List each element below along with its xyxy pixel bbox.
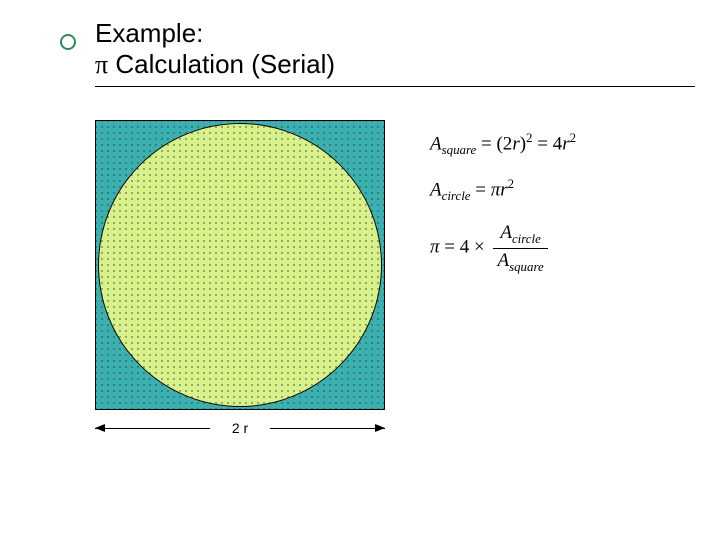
f2-eq: = (475, 179, 490, 200)
circle-border (98, 123, 382, 407)
f1-r1: r (512, 133, 519, 154)
title-line-1: Example: (95, 18, 335, 49)
f3-fraction: Acircle Asquare (493, 222, 547, 275)
dim-label: 2 r (95, 420, 385, 436)
f3-pi: π (430, 237, 440, 258)
f3-den-A: A (497, 250, 509, 271)
f3-den: Asquare (493, 249, 547, 275)
f3-den-sub: square (509, 259, 544, 274)
formula-area-circle: Acircle = πr2 (430, 176, 660, 204)
f1-eq2: = 4 (537, 133, 562, 154)
page-title: Example: π Calculation (Serial) (95, 18, 335, 80)
dimension-line: 2 r (95, 420, 385, 444)
f2-r: r (500, 179, 507, 200)
title-pi: π (95, 50, 108, 79)
f1-exp1: 2 (526, 130, 532, 145)
f1-r2: r (562, 133, 569, 154)
f1-open: (2 (496, 133, 512, 154)
f3-num-sub: circle (512, 231, 541, 246)
formula-pi: π = 4 × Acircle Asquare (430, 222, 660, 275)
f2-pi: π (491, 179, 501, 200)
formula-area-square: Asquare = (2r)2 = 4r2 (430, 130, 660, 158)
title-bullet-icon (60, 34, 76, 50)
f2-sub: circle (442, 188, 471, 203)
f2-A: A (430, 179, 442, 200)
f1-exp2: 2 (570, 130, 576, 145)
f3-num: Acircle (493, 222, 547, 249)
title-line-2: π Calculation (Serial) (95, 49, 335, 80)
f1-eq1: = (481, 133, 496, 154)
title-underline (95, 86, 695, 87)
f3-num-A: A (500, 222, 512, 243)
f2-exp: 2 (508, 176, 514, 191)
formulas: Asquare = (2r)2 = 4r2 Acircle = πr2 π = … (430, 130, 660, 293)
title-rest: Calculation (Serial) (108, 49, 335, 79)
f3-eq: = 4 × (444, 237, 489, 258)
f1-sub: square (442, 142, 477, 157)
f1-A: A (430, 133, 442, 154)
slide: Example: π Calculation (Serial) 2 r Asqu… (0, 0, 720, 540)
diagram (95, 120, 385, 410)
